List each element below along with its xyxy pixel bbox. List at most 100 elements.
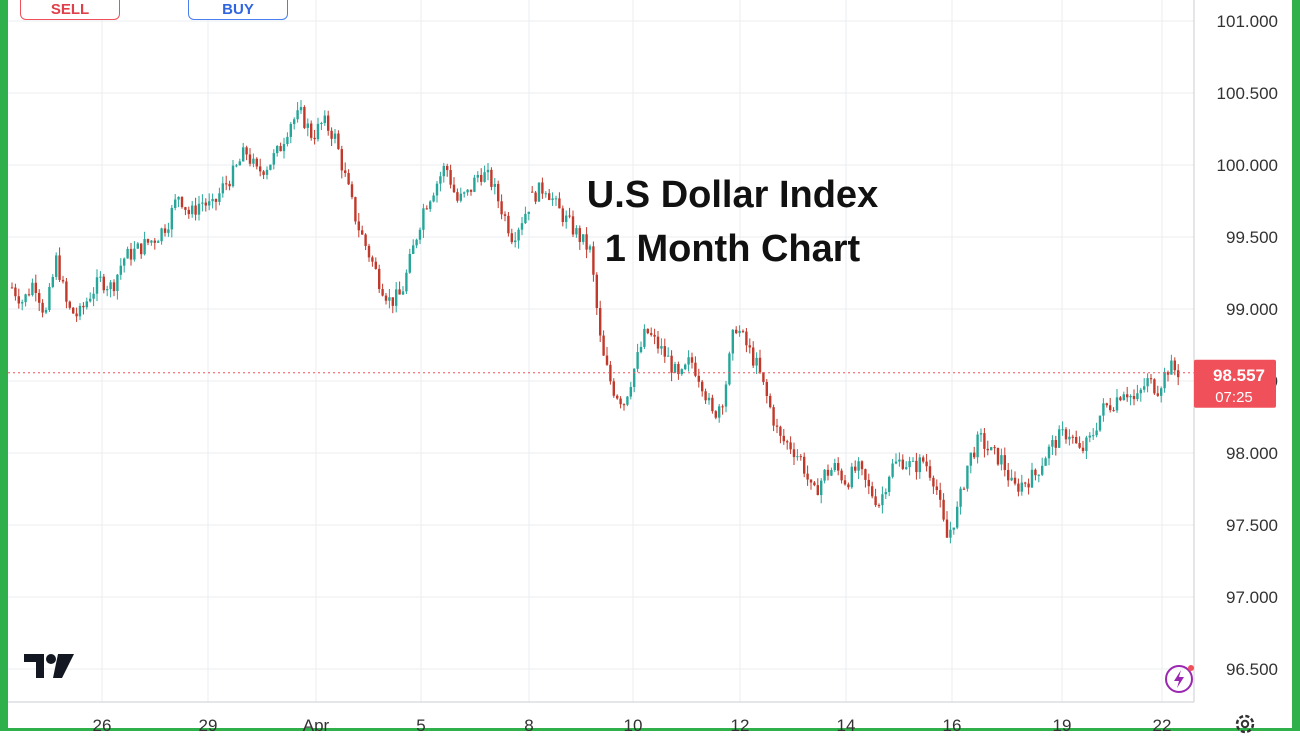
- candle-body: [357, 221, 360, 231]
- candle-body: [857, 461, 860, 471]
- candle-body: [221, 183, 224, 194]
- candle-body: [1030, 469, 1034, 488]
- candle-body: [864, 469, 867, 480]
- candle-body: [905, 467, 908, 469]
- candle-body: [1024, 482, 1027, 484]
- candle-body: [656, 336, 660, 349]
- y-tick-label: 100.500: [1217, 84, 1278, 103]
- candle-body: [939, 490, 942, 500]
- y-tick-label: 97.000: [1226, 588, 1278, 607]
- candle-body: [612, 381, 615, 396]
- candle-body: [347, 173, 350, 185]
- candle-body: [769, 395, 772, 408]
- candle-body: [1034, 469, 1037, 476]
- candle-body: [228, 183, 231, 187]
- candle-body: [888, 476, 891, 493]
- candle-body: [867, 479, 870, 487]
- candle-body: [554, 198, 558, 200]
- candle-body: [1122, 394, 1125, 401]
- candle-body: [592, 246, 595, 275]
- candle-body: [157, 241, 160, 243]
- candle-body: [1044, 458, 1047, 466]
- candle-body: [68, 301, 71, 308]
- candle-body: [225, 183, 228, 185]
- candle-body: [89, 298, 92, 302]
- candle-body: [820, 480, 823, 496]
- candle-body: [279, 145, 282, 152]
- candle-body: [364, 234, 367, 246]
- candle-body: [735, 329, 738, 334]
- sell-button[interactable]: SELL: [20, 0, 120, 20]
- candle-body: [813, 482, 816, 486]
- candle-body: [928, 466, 932, 478]
- candle-body: [187, 209, 190, 215]
- candle-body: [473, 177, 476, 192]
- candle-body: [459, 193, 462, 201]
- candle-body: [1139, 389, 1142, 394]
- candle-body: [65, 281, 68, 302]
- gear-icon[interactable]: [1232, 711, 1258, 737]
- candle-body: [707, 397, 711, 401]
- candle-body: [17, 296, 20, 304]
- annotation-line-2: 1 Month Chart: [604, 228, 861, 270]
- x-tick-label: 14: [837, 716, 856, 731]
- candle-body: [452, 184, 456, 193]
- candle-body: [44, 309, 48, 313]
- chart-grid: [8, 0, 1194, 702]
- candle-body: [677, 364, 680, 375]
- candle-body: [622, 404, 626, 406]
- candle-body: [493, 183, 496, 187]
- candle-body: [983, 433, 986, 449]
- candle-body: [24, 294, 27, 303]
- candle-body: [340, 149, 343, 171]
- candle-body: [119, 265, 122, 275]
- candle-body: [1132, 396, 1136, 400]
- candle-body: [633, 368, 636, 387]
- candle-body: [565, 215, 568, 223]
- candle-body: [993, 447, 996, 449]
- candle-body: [235, 165, 238, 167]
- candle-body: [816, 485, 819, 496]
- candle-body: [354, 197, 357, 222]
- candle-body: [823, 469, 826, 481]
- candle-body: [456, 192, 459, 201]
- candle-body: [1173, 360, 1176, 371]
- candle-body: [1061, 429, 1064, 431]
- buy-button[interactable]: BUY: [188, 0, 288, 20]
- candle-body: [337, 133, 340, 150]
- candle-body: [510, 233, 513, 243]
- candle-body: [1000, 455, 1003, 465]
- candle-body: [296, 110, 299, 120]
- candle-body: [830, 470, 833, 476]
- candle-body: [701, 381, 704, 392]
- candle-body: [945, 519, 949, 538]
- candle-body: [252, 158, 255, 164]
- candle-body: [772, 407, 775, 426]
- candle-body: [942, 499, 945, 520]
- candle-body: [262, 171, 265, 175]
- candle-body: [306, 123, 309, 128]
- candle-body: [1153, 379, 1156, 394]
- candle-body: [140, 243, 143, 255]
- candle-body: [85, 301, 88, 308]
- candle-body: [1075, 437, 1078, 444]
- candle-body: [384, 295, 388, 301]
- candle-body: [663, 346, 666, 357]
- candle-body: [231, 165, 235, 187]
- candle-body: [109, 282, 112, 290]
- candle-body: [871, 486, 874, 497]
- chart-annotation: U.S Dollar Index 1 Month Chart: [560, 168, 905, 276]
- x-tick-label: 8: [524, 716, 533, 731]
- candle-body: [752, 347, 755, 366]
- candle-body: [520, 223, 524, 230]
- tradingview-logo-icon[interactable]: [24, 652, 76, 680]
- candle-body: [718, 406, 721, 418]
- lightning-icon[interactable]: [1164, 664, 1194, 694]
- candle-body: [1143, 386, 1146, 390]
- price-badge-bg: [1194, 359, 1276, 408]
- candle-body: [602, 335, 605, 356]
- candle-body: [1085, 437, 1088, 451]
- y-tick-label: 99.500: [1226, 228, 1278, 247]
- candle-body: [911, 460, 915, 462]
